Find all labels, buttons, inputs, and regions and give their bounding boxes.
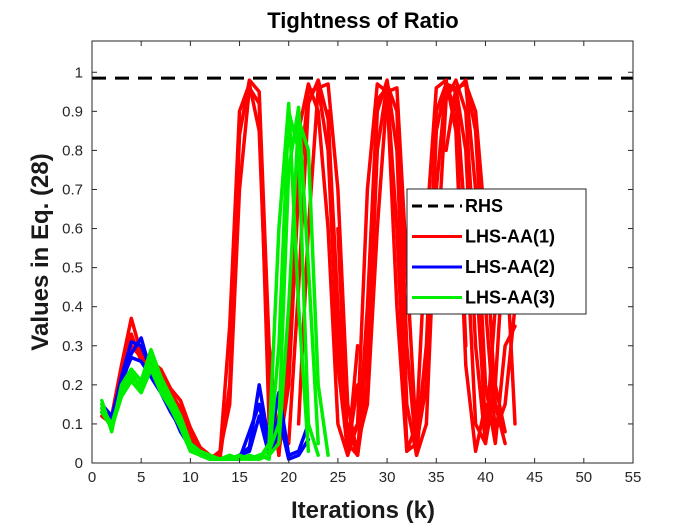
x-tick-label: 15	[231, 469, 248, 486]
legend-box	[406, 188, 587, 315]
y-tick-label: 0.3	[62, 338, 83, 355]
series-line-LHS-AA(1)-0	[100, 78, 281, 461]
y-tick-label: 0.7	[62, 181, 83, 198]
y-tick-label: 0.2	[62, 377, 83, 394]
x-tick-label: 0	[88, 469, 96, 486]
ticks-layer: 0 5 10 15 20 25 30 35 40 45 50 55 0 0.1 0.2 0.3 0.4 0.5 0.…	[62, 41, 641, 486]
legend-label-RHS: RHS	[465, 196, 503, 216]
x-tick-label: 10	[182, 469, 199, 486]
x-tick-label: 5	[137, 469, 145, 486]
x-tick-label: 45	[526, 469, 543, 486]
x-tick-label: 20	[280, 469, 297, 486]
legend-label-LHS-AA(3): LHS-AA(3)	[465, 288, 555, 308]
x-tick-label: 50	[575, 469, 592, 486]
series-line-LHS-AA(3)-0	[100, 109, 320, 461]
legend: RHS LHS-AA(1) LHS-AA(2) LHS-AA(3)	[406, 188, 587, 315]
x-tick-label: 35	[428, 469, 445, 486]
y-tick-label: 0	[75, 455, 83, 472]
x-tick-label: 55	[625, 469, 642, 486]
plot-frame	[91, 40, 634, 464]
x-tick-label: 40	[477, 469, 494, 486]
series-line-LHS-AA(1)-11	[405, 78, 488, 454]
series-LHS-AA(3)	[100, 101, 330, 461]
series-line-LHS-AA(3)-3	[100, 117, 330, 461]
y-tick-label: 0.1	[62, 416, 83, 433]
y-tick-label: 0.4	[62, 299, 83, 316]
series-line-LHS-AA(1)-8	[336, 78, 429, 457]
x-tick-label: 25	[330, 469, 347, 486]
y-tick-label: 0.6	[62, 221, 83, 238]
series-line-LHS-AA(1)-7	[326, 82, 419, 457]
y-axis-label: Values in Eq. (28)	[27, 153, 54, 350]
chart-title: Tightness of Ratio	[267, 8, 459, 33]
x-tick-label: 30	[379, 469, 396, 486]
y-tick-label: 0.8	[62, 142, 83, 159]
y-tick-label: 0.9	[62, 103, 83, 120]
x-axis-label: Iterations (k)	[291, 497, 435, 524]
y-tick-label: 1	[75, 64, 83, 81]
y-tick-label: 0.5	[62, 260, 83, 277]
legend-label-LHS-AA(2): LHS-AA(2)	[465, 257, 555, 277]
legend-label-LHS-AA(1): LHS-AA(1)	[465, 227, 555, 247]
